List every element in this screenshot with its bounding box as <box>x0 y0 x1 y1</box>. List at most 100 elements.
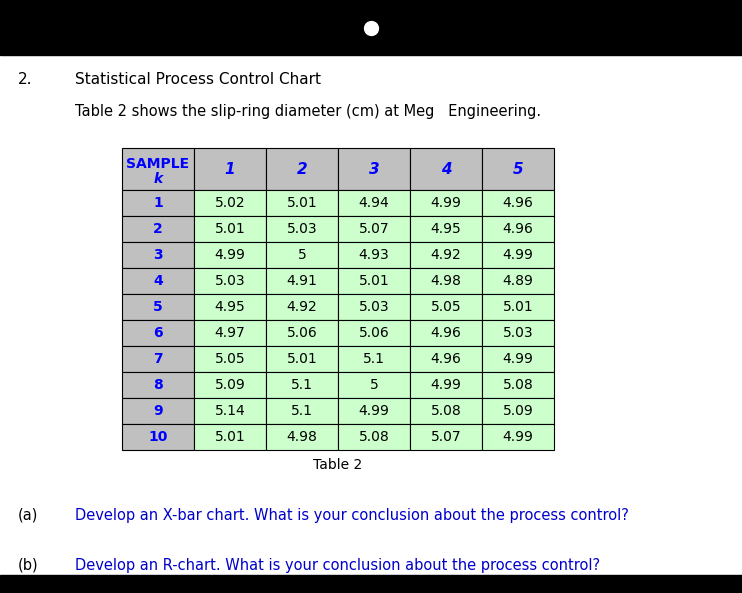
Bar <box>122 424 194 450</box>
Bar <box>338 424 410 450</box>
Bar <box>122 372 194 398</box>
Bar <box>0 0 742 55</box>
Text: 5.01: 5.01 <box>358 274 390 288</box>
Bar <box>410 190 482 216</box>
Bar <box>338 398 410 424</box>
Bar <box>194 424 266 450</box>
Text: 4.91: 4.91 <box>286 274 318 288</box>
Bar <box>266 190 338 216</box>
Bar <box>266 148 338 190</box>
Bar <box>266 346 338 372</box>
Bar <box>338 346 410 372</box>
Text: 5.07: 5.07 <box>430 430 462 444</box>
Bar <box>194 398 266 424</box>
Bar <box>410 424 482 450</box>
Bar <box>122 398 194 424</box>
Text: 4.99: 4.99 <box>358 404 390 418</box>
Text: 9: 9 <box>153 404 162 418</box>
Bar <box>482 148 554 190</box>
Bar <box>482 242 554 268</box>
Bar <box>410 294 482 320</box>
Text: 4.99: 4.99 <box>430 378 462 392</box>
Text: 5.07: 5.07 <box>358 222 390 236</box>
Text: (b): (b) <box>18 558 39 573</box>
Text: 4.96: 4.96 <box>430 326 462 340</box>
Bar <box>338 242 410 268</box>
Bar <box>194 268 266 294</box>
Text: 5: 5 <box>153 300 163 314</box>
Text: 4.92: 4.92 <box>430 248 462 262</box>
Bar <box>482 372 554 398</box>
Bar <box>122 242 194 268</box>
Text: 1: 1 <box>225 161 235 177</box>
Text: 4.99: 4.99 <box>502 430 533 444</box>
Text: 5.09: 5.09 <box>214 378 246 392</box>
Bar <box>194 148 266 190</box>
Bar <box>410 242 482 268</box>
Text: 5.08: 5.08 <box>358 430 390 444</box>
Bar <box>266 424 338 450</box>
Bar <box>266 216 338 242</box>
Bar <box>482 190 554 216</box>
Bar <box>338 148 410 190</box>
Text: 5: 5 <box>513 161 523 177</box>
Text: 5.01: 5.01 <box>286 196 318 210</box>
Text: 4: 4 <box>441 161 451 177</box>
Bar <box>482 398 554 424</box>
Text: 5: 5 <box>370 378 378 392</box>
Text: Statistical Process Control Chart: Statistical Process Control Chart <box>75 72 321 87</box>
Bar <box>194 294 266 320</box>
Text: 4.94: 4.94 <box>358 196 390 210</box>
Text: 2.: 2. <box>18 72 33 87</box>
Bar <box>122 294 194 320</box>
Bar <box>194 372 266 398</box>
Bar <box>410 320 482 346</box>
Text: 8: 8 <box>153 378 163 392</box>
Text: 5.01: 5.01 <box>502 300 533 314</box>
Bar <box>482 294 554 320</box>
Bar <box>122 346 194 372</box>
Bar <box>482 424 554 450</box>
Bar <box>122 216 194 242</box>
Bar <box>410 372 482 398</box>
Text: 5.03: 5.03 <box>286 222 318 236</box>
Bar <box>266 372 338 398</box>
Text: 4.89: 4.89 <box>502 274 533 288</box>
Bar <box>338 320 410 346</box>
Text: 5.09: 5.09 <box>502 404 533 418</box>
Text: 5.02: 5.02 <box>214 196 246 210</box>
Text: Develop an X-bar chart. What is your conclusion about the process control?: Develop an X-bar chart. What is your con… <box>75 508 629 523</box>
Bar <box>338 190 410 216</box>
Bar <box>410 268 482 294</box>
Bar <box>410 148 482 190</box>
Bar <box>410 398 482 424</box>
Text: SAMPLE: SAMPLE <box>126 157 189 171</box>
Text: 5.08: 5.08 <box>430 404 462 418</box>
Text: 5.03: 5.03 <box>214 274 246 288</box>
Text: 5.01: 5.01 <box>214 222 246 236</box>
Text: 4.99: 4.99 <box>214 248 246 262</box>
Text: 4.99: 4.99 <box>430 196 462 210</box>
Bar <box>410 216 482 242</box>
Text: 4.96: 4.96 <box>502 196 533 210</box>
Text: 4.99: 4.99 <box>502 248 533 262</box>
Bar <box>122 268 194 294</box>
Text: 4.96: 4.96 <box>502 222 533 236</box>
Text: 2: 2 <box>153 222 163 236</box>
Text: 5.01: 5.01 <box>286 352 318 366</box>
Text: 4.97: 4.97 <box>214 326 246 340</box>
Text: 10: 10 <box>148 430 168 444</box>
Text: 4.92: 4.92 <box>286 300 318 314</box>
Bar <box>338 294 410 320</box>
Bar <box>482 216 554 242</box>
Text: 4.98: 4.98 <box>286 430 318 444</box>
Text: 4.96: 4.96 <box>430 352 462 366</box>
Text: 4.98: 4.98 <box>430 274 462 288</box>
Text: 5: 5 <box>298 248 306 262</box>
Text: 4: 4 <box>153 274 163 288</box>
Text: 4.95: 4.95 <box>214 300 246 314</box>
Text: 5.03: 5.03 <box>358 300 390 314</box>
Text: 3: 3 <box>153 248 162 262</box>
Bar <box>194 346 266 372</box>
Bar <box>338 268 410 294</box>
